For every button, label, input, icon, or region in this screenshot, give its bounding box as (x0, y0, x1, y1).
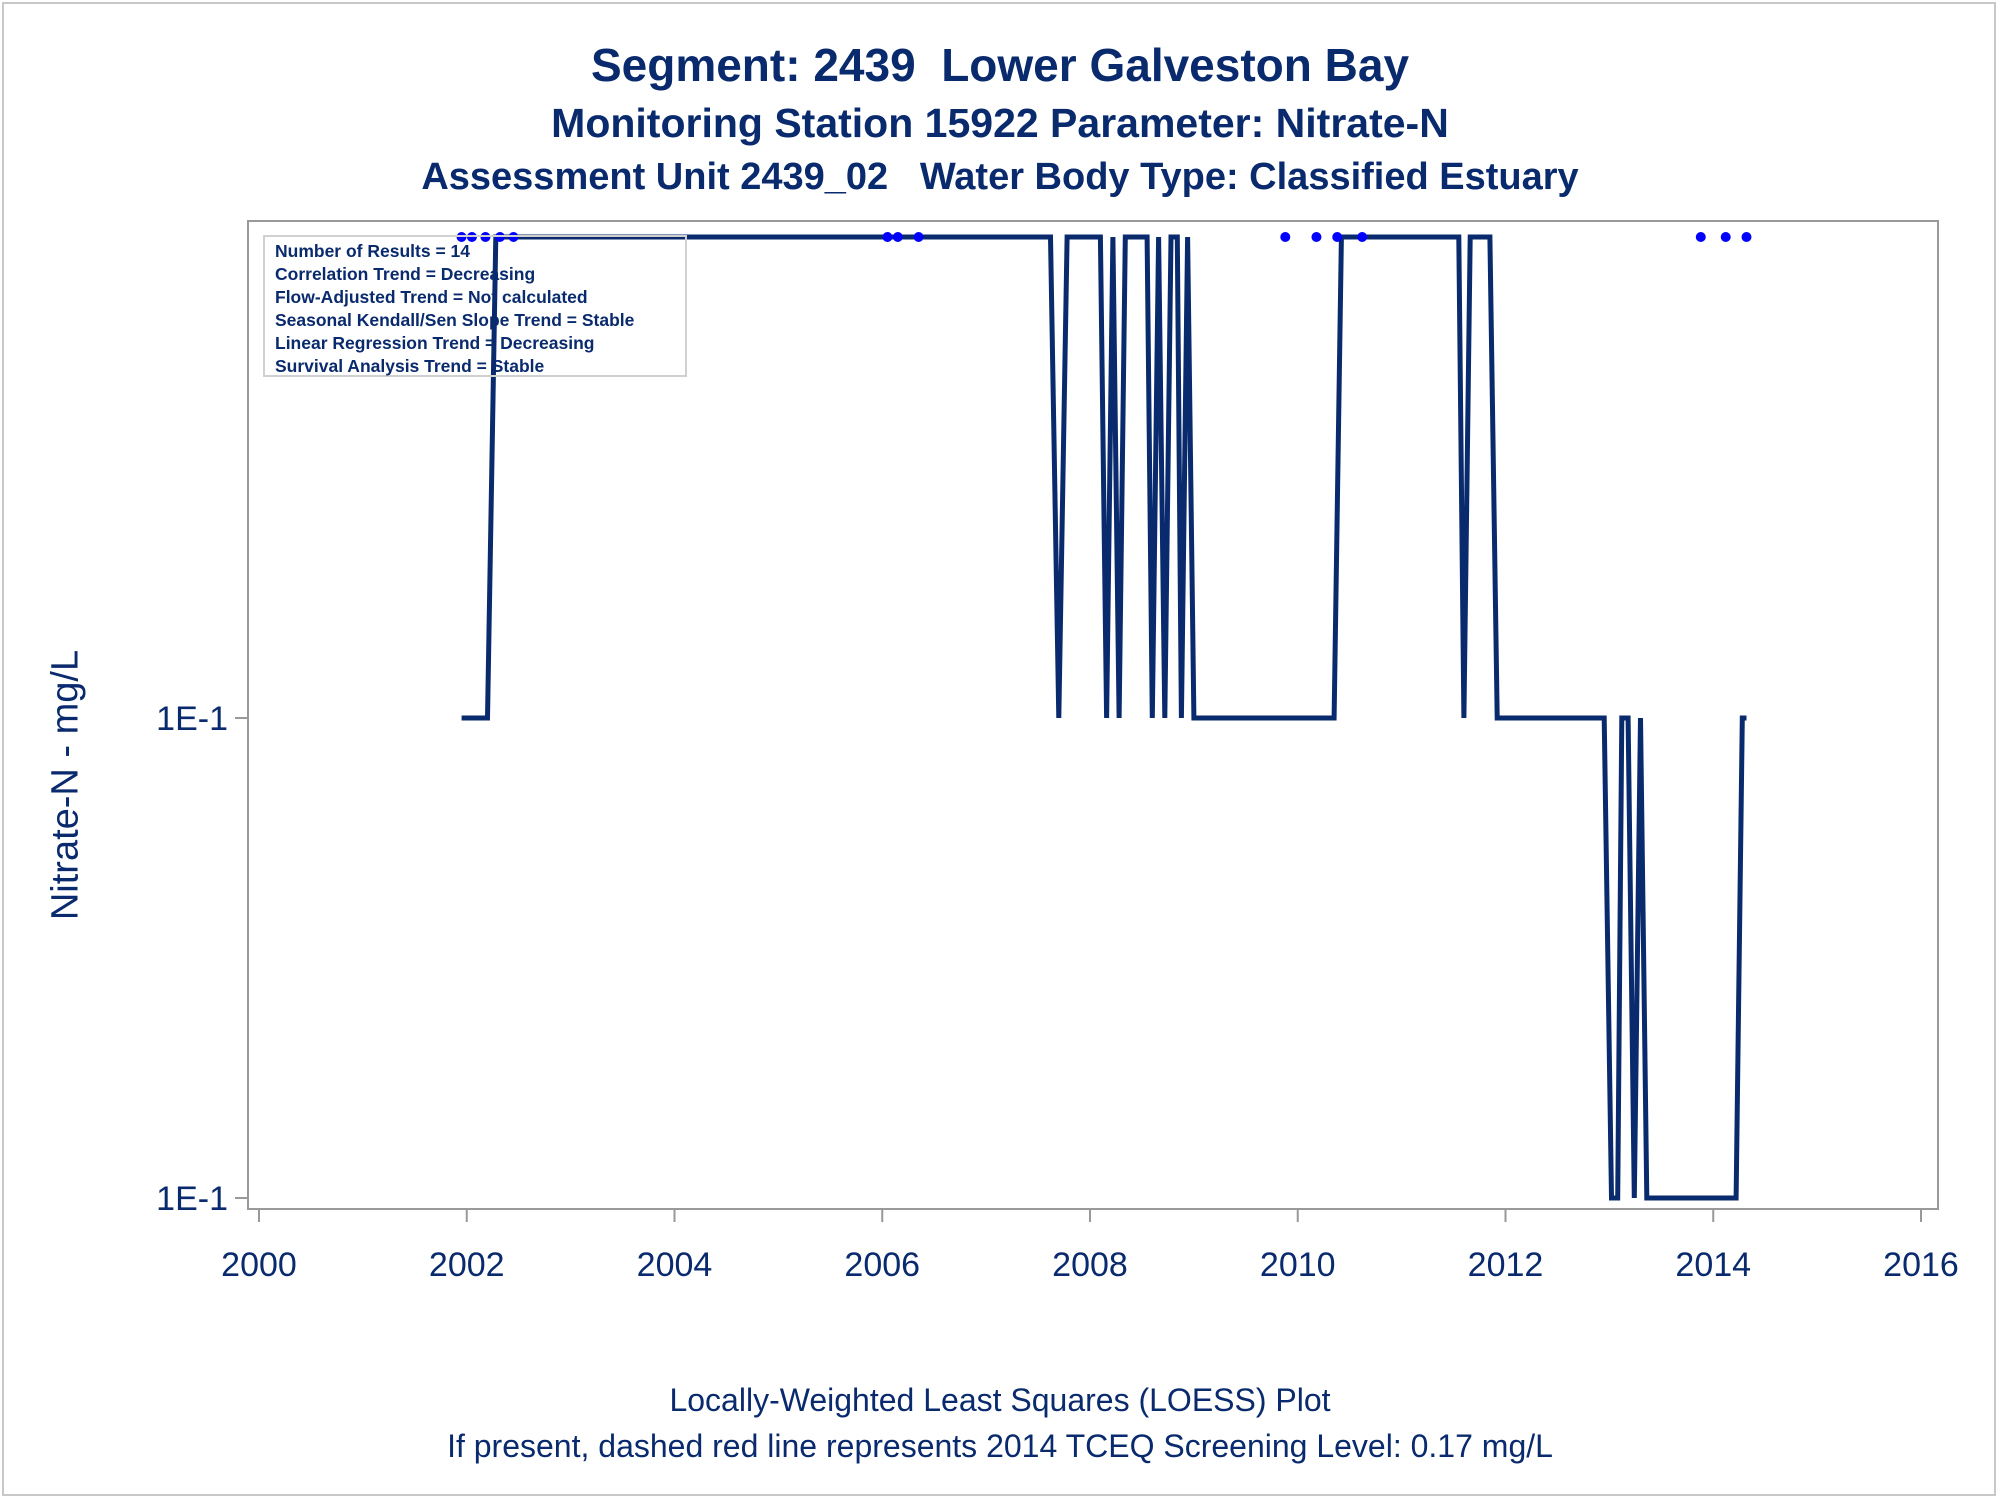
footnote-screening-level: If present, dashed red line represents 2… (447, 1428, 1553, 1464)
stats-survival-analysis-trend: Survival Analysis Trend = Stable (275, 356, 545, 376)
x-tick-label-2010: 2010 (1260, 1246, 1336, 1284)
x-tick-label-2004: 2004 (637, 1246, 713, 1284)
chart-subtitle-assessment: Assessment Unit 2439_02 Water Body Type:… (421, 156, 1579, 198)
data-point (1695, 232, 1706, 242)
stats-flow-adjusted-trend: Flow-Adjusted Trend = Not calculated (275, 287, 588, 307)
data-point (1280, 232, 1291, 242)
x-tick-label-2016: 2016 (1883, 1246, 1959, 1284)
data-point (913, 232, 924, 242)
data-point (466, 232, 477, 242)
data-point (1720, 232, 1731, 242)
x-tick-label-2014: 2014 (1675, 1246, 1751, 1284)
stats-correlation-trend: Correlation Trend = Decreasing (275, 264, 536, 284)
data-point (882, 232, 893, 242)
stats-linear-regression-trend: Linear Regression Trend = Decreasing (275, 333, 595, 353)
data-point (1741, 232, 1752, 242)
y-tick-label-1: 1E-1 (156, 1180, 228, 1218)
x-tick-label-2000: 2000 (221, 1246, 297, 1284)
data-point (480, 232, 491, 242)
data-point (494, 232, 505, 242)
stats-box: Number of Results = 14 Correlation Trend… (263, 235, 687, 377)
x-axis: 2000 2002 2004 2006 2008 2010 2012 2014 2016 (221, 1208, 1959, 1284)
data-point (508, 232, 519, 242)
loess-layer (461, 234, 1747, 1201)
x-tick-label-2008: 2008 (1052, 1246, 1128, 1284)
data-point (1357, 232, 1368, 242)
loess-line (461, 234, 1747, 1201)
stats-seasonal-kendall-trend: Seasonal Kendall/Sen Slope Trend = Stabl… (275, 310, 635, 330)
stats-number-of-results: Number of Results = 14 (275, 241, 470, 261)
x-tick-label-2012: 2012 (1468, 1246, 1544, 1284)
data-point (892, 232, 903, 242)
chart-title: Segment: 2439 Lower Galveston Bay (590, 39, 1410, 91)
y-tick-label-0: 1E-1 (156, 700, 228, 738)
data-point (456, 232, 467, 242)
footnote-loess: Locally-Weighted Least Squares (LOESS) P… (669, 1382, 1331, 1418)
data-point (1311, 232, 1322, 242)
data-point (1332, 232, 1343, 242)
y-axis: 1E-1 1E-1 (156, 700, 248, 1218)
points-layer (456, 232, 1752, 242)
x-tick-label-2002: 2002 (429, 1246, 505, 1284)
x-tick-label-2006: 2006 (844, 1246, 920, 1284)
chart-subtitle-station: Monitoring Station 15922 Parameter: Nitr… (551, 100, 1449, 146)
